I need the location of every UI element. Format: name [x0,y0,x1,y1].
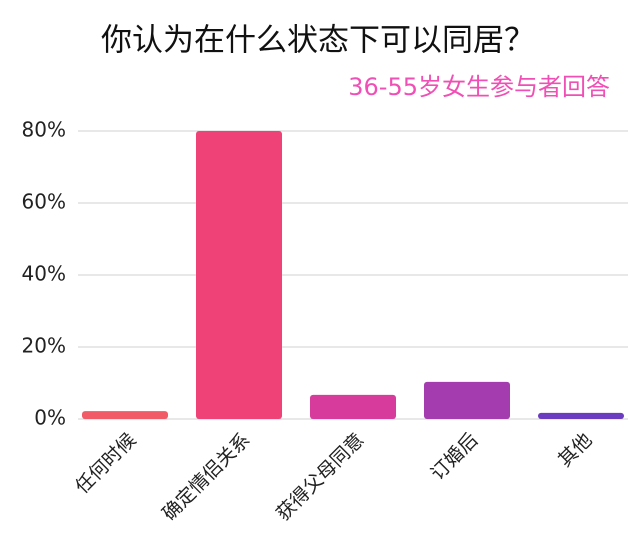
bar [82,411,168,419]
chart-subtitle: 36-55岁女生参与者回答 [348,73,610,101]
y-tick-label: 80% [22,118,66,142]
x-tick-label: 获得父母同意 [272,429,368,525]
x-tick-label: 订婚后 [427,429,483,485]
x-tick-label: 其他 [554,429,596,471]
y-tick-label: 0% [34,406,66,430]
y-tick-label: 60% [22,190,66,214]
bar [538,412,624,419]
y-tick-label: 40% [22,262,66,286]
chart-title: 你认为在什么状态下可以同居？ [101,23,535,59]
bar [424,381,510,419]
bar [310,394,396,419]
x-tick-label: 确定情侣关系 [158,429,254,525]
x-tick-label: 任何时候 [71,429,140,498]
y-tick-label: 20% [22,334,66,358]
bar [196,131,282,419]
